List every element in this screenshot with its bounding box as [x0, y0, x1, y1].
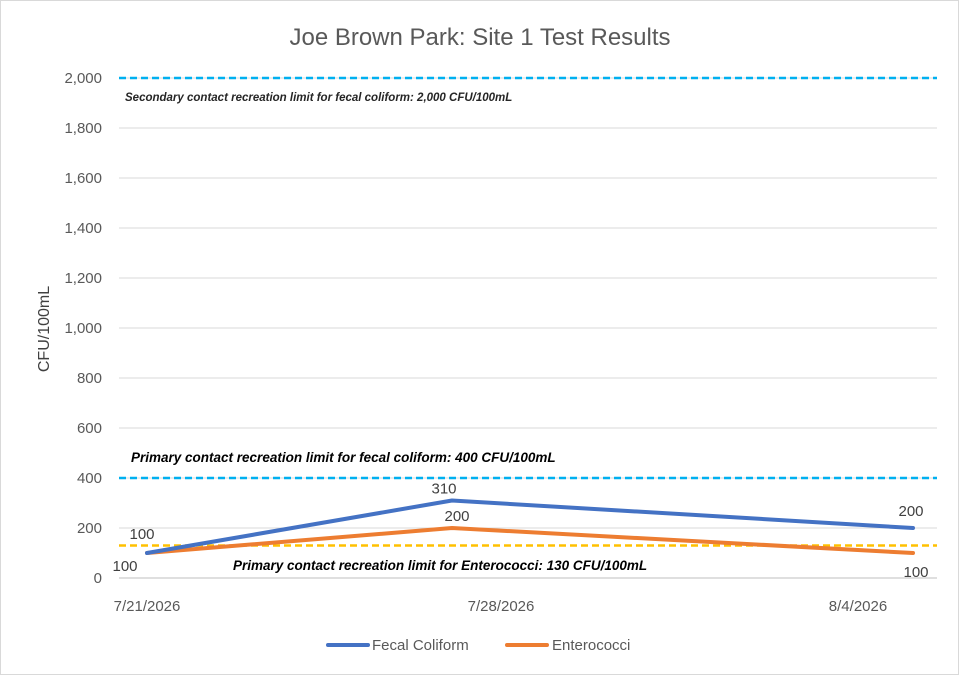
y-tick-label: 200	[77, 520, 102, 537]
reference-line-label: Primary contact recreation limit for fec…	[131, 450, 556, 465]
y-tick-label: 0	[94, 570, 102, 587]
data-label: 200	[898, 503, 923, 520]
series-line-enterococci	[145, 526, 915, 555]
data-labels: 100 310 200 100 200 100	[112, 481, 928, 582]
y-axis-ticks: 0 200 400 600 800 1,000 1,200 1,400 1,600 1,800 2,…	[64, 70, 102, 587]
reference-lines: Secondary contact recreation limit for f…	[119, 76, 937, 573]
reference-line-label: Secondary contact recreation limit for f…	[125, 92, 512, 104]
y-tick-label: 1,400	[64, 220, 102, 237]
data-label: 100	[903, 564, 928, 581]
reference-line-label: Primary contact recreation limit for Ent…	[233, 558, 647, 573]
y-tick-label: 1,200	[64, 270, 102, 287]
y-tick-label: 2,000	[64, 70, 102, 87]
x-tick-label: 8/4/2026	[829, 598, 887, 615]
legend-label: Enterococci	[552, 637, 630, 654]
data-label: 200	[444, 508, 469, 525]
y-tick-label: 400	[77, 470, 102, 487]
y-tick-label: 1,000	[64, 320, 102, 337]
y-tick-label: 1,600	[64, 170, 102, 187]
y-axis-title: CFU/100mL	[36, 286, 53, 372]
legend-label: Fecal Coliform	[372, 637, 469, 654]
y-tick-label: 600	[77, 420, 102, 437]
x-tick-label: 7/28/2026	[468, 598, 535, 615]
y-tick-label: 800	[77, 370, 102, 387]
data-label: 310	[431, 481, 456, 498]
data-series	[145, 498, 915, 555]
legend: Fecal Coliform Enterococci	[326, 637, 630, 654]
gridlines	[119, 77, 937, 579]
data-label: 100	[112, 558, 137, 575]
data-label: 100	[129, 526, 154, 543]
y-tick-label: 1,800	[64, 120, 102, 137]
x-axis-ticks: 7/21/2026 7/28/2026 8/4/2026	[114, 598, 888, 615]
chart-title: Joe Brown Park: Site 1 Test Results	[289, 24, 670, 51]
x-tick-label: 7/21/2026	[114, 598, 181, 615]
series-line-fecal-coliform	[145, 498, 915, 555]
